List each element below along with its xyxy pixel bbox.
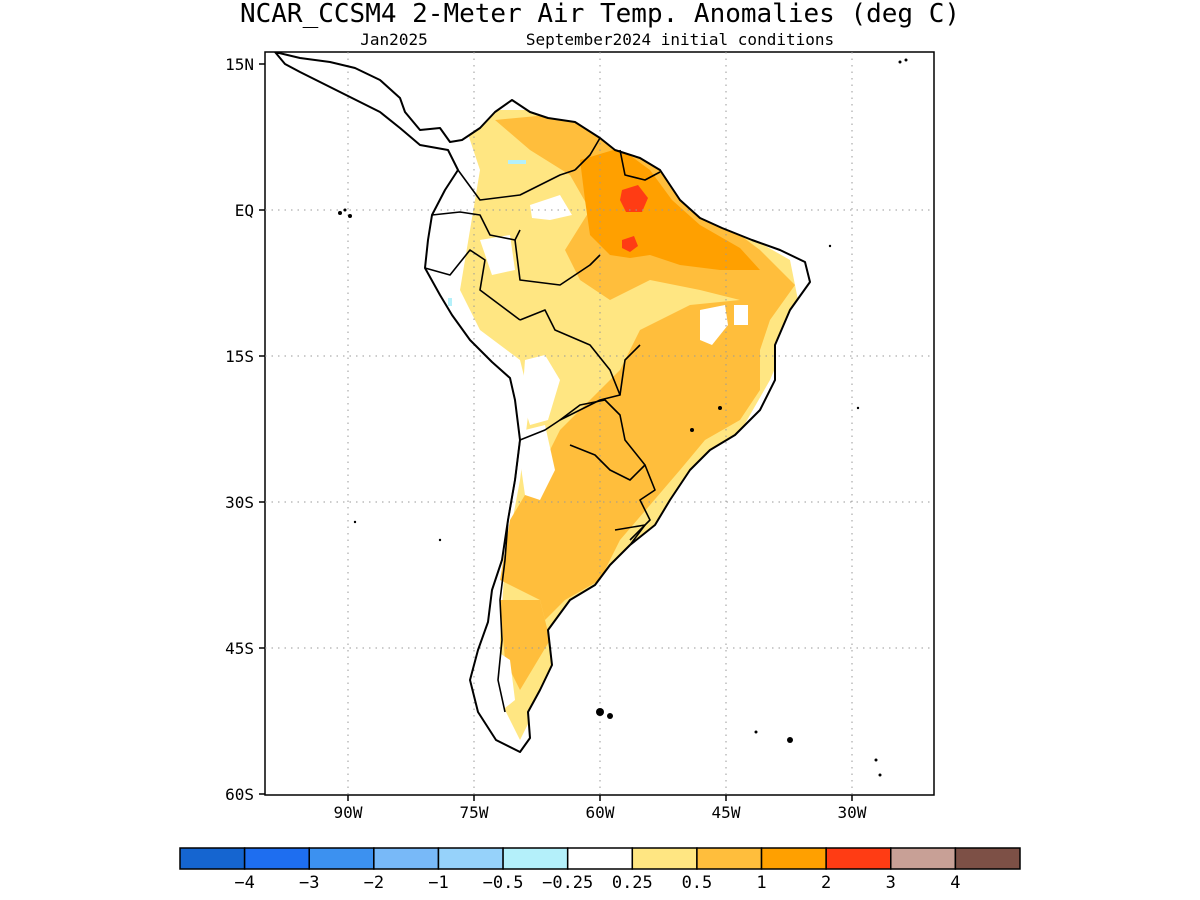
legend-swatch xyxy=(631,847,698,870)
lat-label: 15S xyxy=(225,347,254,366)
legend-label: −0.25 xyxy=(542,873,593,893)
legend-swatch xyxy=(179,847,246,870)
legend-label: 1 xyxy=(756,873,766,893)
legend-swatch xyxy=(890,847,957,870)
target-month-label: Jan2025 xyxy=(360,30,427,49)
legend-label: 3 xyxy=(886,873,896,893)
lat-label: 15N xyxy=(225,55,254,74)
legend-swatch xyxy=(437,847,504,870)
longitude-labels: 90W 75W 60W 45W 30W xyxy=(334,803,867,822)
legend-swatch xyxy=(954,847,1021,870)
legend-label: 4 xyxy=(950,873,960,893)
legend-swatch xyxy=(566,847,634,870)
legend-swatch xyxy=(760,847,827,870)
lon-label: 60W xyxy=(586,803,615,822)
lat-label: 45S xyxy=(225,639,254,658)
lon-label: 75W xyxy=(460,803,489,822)
lon-label: 45W xyxy=(712,803,741,822)
color-legend-labels: −4 −3 −2 −1 −0.5 −0.25 0.25 0.5 1 2 3 4 xyxy=(234,873,960,893)
legend-label: 0.25 xyxy=(612,873,653,893)
axis-ticks xyxy=(259,63,853,801)
legend-swatch xyxy=(502,847,569,870)
anomaly-shading xyxy=(275,52,810,752)
legend-label: 2 xyxy=(821,873,831,893)
legend-swatch xyxy=(825,847,892,870)
legend-label: −2 xyxy=(364,873,384,893)
lon-label: 30W xyxy=(838,803,867,822)
lat-label: 60S xyxy=(225,785,254,804)
islands xyxy=(338,58,908,777)
legend-swatch xyxy=(373,847,440,870)
lon-label: 90W xyxy=(334,803,363,822)
legend-swatch xyxy=(243,847,310,870)
legend-label: −1 xyxy=(428,873,448,893)
legend-label: 0.5 xyxy=(682,873,713,893)
coastlines xyxy=(274,52,811,753)
legend-label: −0.5 xyxy=(483,873,524,893)
legend-label: −3 xyxy=(299,873,319,893)
legend-swatch xyxy=(308,847,375,870)
lat-label: EQ xyxy=(235,201,254,220)
color-legend xyxy=(179,847,1021,870)
graticule xyxy=(265,52,934,795)
latitude-labels: 15N EQ 15S 30S 45S 60S xyxy=(225,55,254,804)
lat-label: 30S xyxy=(225,493,254,512)
initial-conditions-label: September2024 initial conditions xyxy=(526,30,834,49)
legend-label: −4 xyxy=(234,873,254,893)
legend-swatch xyxy=(696,847,763,870)
map-title: NCAR_CCSM4 2-Meter Air Temp. Anomalies (… xyxy=(240,0,960,29)
